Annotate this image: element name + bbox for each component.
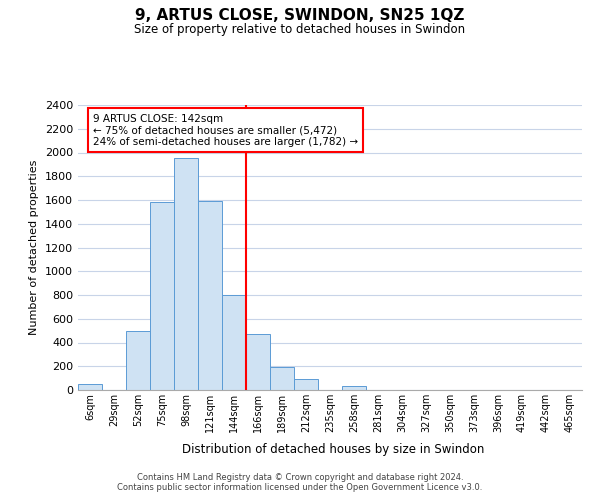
Bar [222, 295, 246, 390]
Text: Distribution of detached houses by size in Swindon: Distribution of detached houses by size … [182, 442, 484, 456]
Bar [78, 384, 102, 390]
Bar [198, 201, 222, 390]
Bar [150, 202, 174, 390]
Text: Size of property relative to detached houses in Swindon: Size of property relative to detached ho… [134, 22, 466, 36]
Text: 9 ARTUS CLOSE: 142sqm
← 75% of detached houses are smaller (5,472)
24% of semi-d: 9 ARTUS CLOSE: 142sqm ← 75% of detached … [93, 114, 358, 147]
Text: Contains HM Land Registry data © Crown copyright and database right 2024.
Contai: Contains HM Land Registry data © Crown c… [118, 473, 482, 492]
Y-axis label: Number of detached properties: Number of detached properties [29, 160, 40, 335]
Bar [246, 334, 270, 390]
Bar [270, 368, 294, 390]
Bar [342, 386, 366, 390]
Bar [174, 158, 198, 390]
Bar [294, 378, 318, 390]
Text: 9, ARTUS CLOSE, SWINDON, SN25 1QZ: 9, ARTUS CLOSE, SWINDON, SN25 1QZ [136, 8, 464, 22]
Bar [126, 330, 150, 390]
